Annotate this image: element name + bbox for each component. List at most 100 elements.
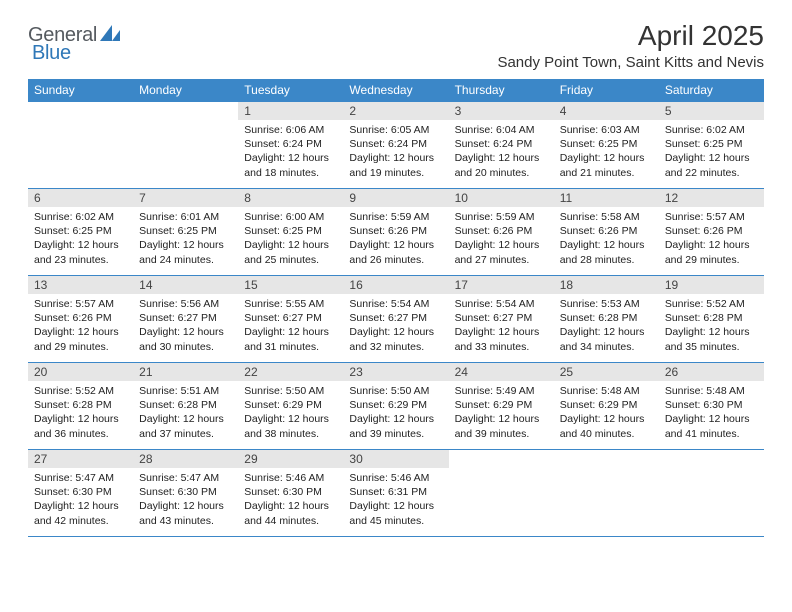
sunset-text: Sunset: 6:25 PM [139,224,232,238]
day-details: Sunrise: 6:04 AMSunset: 6:24 PMDaylight:… [449,120,554,184]
day-number: 2 [343,102,448,120]
day-cell: 15Sunrise: 5:55 AMSunset: 6:27 PMDayligh… [238,276,343,362]
day-cell: 11Sunrise: 5:58 AMSunset: 6:26 PMDayligh… [554,189,659,275]
daylight-text: Daylight: 12 hours and 35 minutes. [665,325,758,353]
daylight-text: Daylight: 12 hours and 21 minutes. [560,151,653,179]
sunrise-text: Sunrise: 5:52 AM [665,297,758,311]
daylight-text: Daylight: 12 hours and 36 minutes. [34,412,127,440]
daylight-text: Daylight: 12 hours and 38 minutes. [244,412,337,440]
weekday-header-cell: Sunday [28,79,133,102]
sunrise-text: Sunrise: 5:48 AM [560,384,653,398]
weekday-header-row: SundayMondayTuesdayWednesdayThursdayFrid… [28,79,764,102]
daylight-text: Daylight: 12 hours and 37 minutes. [139,412,232,440]
day-cell: 30Sunrise: 5:46 AMSunset: 6:31 PMDayligh… [343,450,448,536]
day-number: 17 [449,276,554,294]
day-cell: 21 Sunrise: 5:51 AMSunset: 6:28 PMDayligh… [133,363,238,449]
sunset-text: Sunset: 6:29 PM [455,398,548,412]
sunset-text: Sunset: 6:30 PM [665,398,758,412]
day-details: Sunrise: 5:59 AMSunset: 6:26 PMDaylight:… [343,207,448,271]
day-details: Sunrise: 6:05 AMSunset: 6:24 PMDaylight:… [343,120,448,184]
day-number: 16 [343,276,448,294]
sunrise-text: Sunrise: 5:57 AM [665,210,758,224]
day-details: Sunrise: 5:57 AMSunset: 6:26 PMDaylight:… [659,207,764,271]
daylight-text: Daylight: 12 hours and 44 minutes. [244,499,337,527]
day-details: Sunrise: 6:00 AMSunset: 6:25 PMDaylight:… [238,207,343,271]
day-cell: 24Sunrise: 5:49 AMSunset: 6:29 PMDayligh… [449,363,554,449]
daylight-text: Daylight: 12 hours and 30 minutes. [139,325,232,353]
day-cell [659,450,764,536]
sunrise-text: Sunrise: 6:01 AM [139,210,232,224]
day-cell: 19Sunrise: 5:52 AMSunset: 6:28 PMDayligh… [659,276,764,362]
day-details: Sunrise: 6:03 AMSunset: 6:25 PMDaylight:… [554,120,659,184]
daylight-text: Daylight: 12 hours and 39 minutes. [455,412,548,440]
day-number: 4 [554,102,659,120]
sunset-text: Sunset: 6:26 PM [455,224,548,238]
sunset-text: Sunset: 6:26 PM [349,224,442,238]
day-cell: 10Sunrise: 5:59 AMSunset: 6:26 PMDayligh… [449,189,554,275]
day-number: 9 [343,189,448,207]
sunset-text: Sunset: 6:25 PM [665,137,758,151]
daylight-text: Daylight: 12 hours and 26 minutes. [349,238,442,266]
calendar-grid: SundayMondayTuesdayWednesdayThursdayFrid… [28,79,764,537]
sunset-text: Sunset: 6:24 PM [244,137,337,151]
day-details: Sunrise: 5:55 AMSunset: 6:27 PMDaylight:… [238,294,343,358]
sunrise-text: Sunrise: 5:48 AM [665,384,758,398]
day-number: 5 [659,102,764,120]
sunrise-text: Sunrise: 5:46 AM [349,471,442,485]
sunset-text: Sunset: 6:29 PM [560,398,653,412]
day-number: 19 [659,276,764,294]
day-cell: 6Sunrise: 6:02 AMSunset: 6:25 PMDaylight… [28,189,133,275]
daylight-text: Daylight: 12 hours and 27 minutes. [455,238,548,266]
weekday-header-cell: Friday [554,79,659,102]
day-number: 11 [554,189,659,207]
day-details: Sunrise: 5:54 AMSunset: 6:27 PMDaylight:… [343,294,448,358]
sunset-text: Sunset: 6:30 PM [139,485,232,499]
day-details: Sunrise: 5:59 AMSunset: 6:26 PMDaylight:… [449,207,554,271]
day-cell [28,102,133,188]
sunset-text: Sunset: 6:28 PM [665,311,758,325]
day-cell [449,450,554,536]
sunrise-text: Sunrise: 5:47 AM [34,471,127,485]
location-label: Sandy Point Town, Saint Kitts and Nevis [497,54,764,71]
week-row: 20Sunrise: 5:52 AMSunset: 6:28 PMDayligh… [28,363,764,450]
sunset-text: Sunset: 6:28 PM [139,398,232,412]
sunset-text: Sunset: 6:31 PM [349,485,442,499]
sunset-text: Sunset: 6:24 PM [455,137,548,151]
day-details: Sunrise: 5:47 AMSunset: 6:30 PMDaylight:… [133,468,238,532]
sunrise-text: Sunrise: 5:50 AM [244,384,337,398]
month-title: April 2025 [497,20,764,52]
week-row: 6Sunrise: 6:02 AMSunset: 6:25 PMDaylight… [28,189,764,276]
daylight-text: Daylight: 12 hours and 23 minutes. [34,238,127,266]
day-cell: 16Sunrise: 5:54 AMSunset: 6:27 PMDayligh… [343,276,448,362]
day-cell: 3Sunrise: 6:04 AMSunset: 6:24 PMDaylight… [449,102,554,188]
day-cell: 7Sunrise: 6:01 AMSunset: 6:25 PMDaylight… [133,189,238,275]
day-number: 21 [133,363,238,381]
day-number: 15 [238,276,343,294]
day-cell: 27Sunrise: 5:47 AMSunset: 6:30 PMDayligh… [28,450,133,536]
day-details: Sunrise: 5:52 AMSunset: 6:28 PMDaylight:… [659,294,764,358]
day-cell [554,450,659,536]
day-cell: 1Sunrise: 6:06 AMSunset: 6:24 PMDaylight… [238,102,343,188]
day-details: Sunrise: 5:56 AMSunset: 6:27 PMDaylight:… [133,294,238,358]
day-cell: 14Sunrise: 5:56 AMSunset: 6:27 PMDayligh… [133,276,238,362]
day-cell: 28Sunrise: 5:47 AMSunset: 6:30 PMDayligh… [133,450,238,536]
sunset-text: Sunset: 6:26 PM [34,311,127,325]
day-number: 28 [133,450,238,468]
day-cell: 29Sunrise: 5:46 AMSunset: 6:30 PMDayligh… [238,450,343,536]
weekday-header-cell: Tuesday [238,79,343,102]
day-number: 26 [659,363,764,381]
day-number: 22 [238,363,343,381]
daylight-text: Daylight: 12 hours and 34 minutes. [560,325,653,353]
day-details: Sunrise: 6:01 AMSunset: 6:25 PMDaylight:… [133,207,238,271]
day-number: 20 [28,363,133,381]
day-details: Sunrise: 5:58 AMSunset: 6:26 PMDaylight:… [554,207,659,271]
weeks-container: 1Sunrise: 6:06 AMSunset: 6:24 PMDaylight… [28,102,764,537]
sunset-text: Sunset: 6:25 PM [244,224,337,238]
weekday-header-cell: Monday [133,79,238,102]
day-cell: 5Sunrise: 6:02 AMSunset: 6:25 PMDaylight… [659,102,764,188]
day-cell: 26Sunrise: 5:48 AMSunset: 6:30 PMDayligh… [659,363,764,449]
sunrise-text: Sunrise: 5:51 AM [139,384,232,398]
day-number: 23 [343,363,448,381]
day-number: 8 [238,189,343,207]
day-number: 3 [449,102,554,120]
